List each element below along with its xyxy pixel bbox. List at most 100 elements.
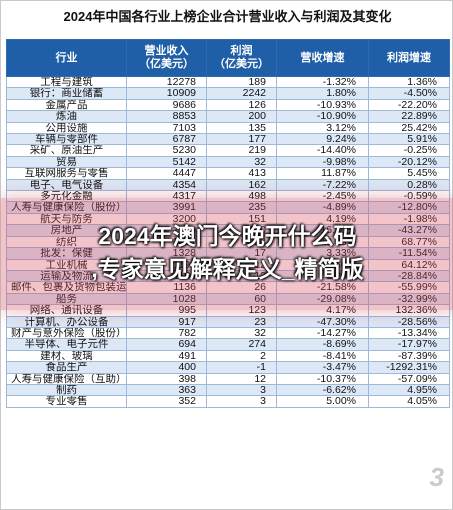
table-cell: -9.98% [276, 155, 369, 169]
promo-headline: 2024年澳门今晚开什么码 ,专家意见解释定义_精简版 [1, 220, 453, 286]
table-cell: 4447 [126, 167, 207, 180]
col-header-profit-growth: 利润增速 [368, 39, 450, 77]
table-cell: 6787 [126, 133, 207, 146]
table-cell: 3.12% [276, 121, 369, 135]
col-header-revenue-growth: 营收增速 [276, 39, 369, 77]
promo-overlay-band [1, 198, 453, 310]
table-row: 计算机、办公设备 917 23 -47.30% -28.56% [6, 315, 450, 328]
table-cell: -55.99% [368, 281, 450, 294]
table-cell: 金属产品 [6, 98, 127, 112]
table-row: 专业零售 352 3 5.00% 4.05% [6, 395, 450, 408]
table-cell: 运输及物流 [6, 269, 127, 283]
table-cell: -3.47% [276, 361, 369, 374]
table-row: 制药 363 3 -6.62% 4.95% [6, 383, 450, 397]
table-row: 食品生产 400 -1 -3.47% -1292.31% [6, 361, 450, 374]
table-cell: -32.99% [368, 292, 450, 306]
table-cell: 400 [126, 361, 207, 374]
headline-line-2: ,专家意见解释定义_精简版 [91, 256, 364, 282]
table-cell: 917 [126, 315, 207, 328]
table-cell: -10.93% [276, 98, 369, 112]
table-cell: -4.50% [368, 87, 450, 100]
table-row: 船务 1028 60 -29.08% -32.99% [6, 292, 450, 306]
table-cell: 银行：商业储蓄 [6, 87, 127, 100]
table-row: 工业机械 1193 12 -2.50% 64.12% [6, 258, 450, 271]
table-cell: 工程与建筑 [6, 75, 127, 89]
table-cell: -28.56% [368, 315, 450, 328]
table-row: 工程与建筑 12278 189 -1.32% 1.36% [6, 75, 450, 89]
table-cell: -13.34% [368, 326, 450, 340]
table-cell: -8.41% [276, 349, 369, 363]
table-row: 炼油 8853 200 -10.90% 22.89% [6, 110, 450, 123]
table-cell: 68.77% [368, 235, 450, 249]
industry-table: 行业 营业收入 （亿美元） 利润 （亿美元） 营收增速 利润增速 工程与建筑 12… [6, 39, 450, 408]
table-row: 公用设施 7103 135 3.12% 25.42% [6, 121, 450, 135]
table-cell: 22.89% [368, 110, 450, 123]
table-cell: -22.20% [368, 98, 450, 112]
table-cell: 177 [206, 133, 277, 146]
table-row: 银行：商业储蓄 10909 2242 1.80% -4.50% [6, 87, 450, 100]
table-cell: 352 [126, 395, 207, 408]
table-row: 贸易 5142 32 -9.98% -20.12% [6, 155, 450, 169]
table-cell: 纺织 [6, 235, 127, 249]
table-cell: -2.50% [276, 258, 369, 271]
table-cell: -57.09% [368, 372, 450, 385]
table-cell: 5230 [126, 144, 207, 157]
table-row: 运输及物流 1190 12 1.20% -28.84% [6, 269, 450, 283]
table-cell: -29.08% [276, 292, 369, 306]
table-body: 工程与建筑 12278 189 -1.32% 1.36% 银行：商业储蓄 10909 2242… [6, 75, 450, 408]
table-cell: 274 [206, 338, 277, 351]
table-cell: 贸易 [6, 155, 127, 169]
table-cell: 制药 [6, 383, 127, 397]
table-cell: 人寿与健康保险（股份） [6, 201, 127, 214]
table-cell: 3 [206, 395, 277, 408]
table-cell: 135 [206, 121, 277, 135]
table-cell: 126 [206, 98, 277, 112]
col-header-revenue: 营业收入 （亿美元） [126, 39, 207, 77]
table-row: 网络、通讯设备 995 123 4.17% 132.36% [6, 304, 450, 317]
table-cell: 船务 [6, 292, 127, 306]
table-cell: -87.39% [368, 349, 450, 363]
table-cell: 2242 [206, 87, 277, 100]
table-cell: 162 [206, 178, 277, 192]
table-cell: -28.84% [368, 269, 450, 283]
table-cell: 炼油 [6, 110, 127, 123]
table-cell: 5.00% [276, 395, 369, 408]
table-cell: 189 [206, 75, 277, 89]
table-cell: 11.87% [276, 167, 369, 180]
table-cell: 计算机、办公设备 [6, 315, 127, 328]
table-cell: 1.80% [276, 87, 369, 100]
table-cell: 0.28% [368, 178, 450, 192]
table-cell: -43.27% [368, 224, 450, 237]
table-cell: 219 [206, 144, 277, 157]
table-cell: 23 [206, 315, 277, 328]
table-row: 互联网服务与零售 4447 413 11.87% 5.45% [6, 167, 450, 180]
table-row: 人寿与健康保险（股份） 3991 235 -4.89% -12.80% [6, 201, 450, 214]
table-cell: 电子、电气设备 [6, 178, 127, 192]
table-cell: -1.98% [368, 212, 450, 226]
table-cell: -14.40% [276, 144, 369, 157]
table-row: 纺织 1881 22 13.43% 68.77% [6, 235, 450, 249]
table-cell: 9.24% [276, 133, 369, 146]
table-cell: 64.12% [368, 258, 450, 271]
table-cell: 工业机械 [6, 258, 127, 271]
table-header-row: 行业 营业收入 （亿美元） 利润 （亿美元） 营收增速 利润增速 [6, 39, 450, 77]
table-cell: 4.95% [368, 383, 450, 397]
table-row: 房地产 2940 150 -16.30% -43.27% [6, 224, 450, 237]
table-cell: 3 [206, 383, 277, 397]
table-cell: -0.59% [368, 190, 450, 203]
table-cell: 专业零售 [6, 395, 127, 408]
table-cell: -11.54% [368, 247, 450, 260]
watermark-logo: 3 [429, 462, 444, 492]
header-label: 营业收入 （亿美元） [139, 45, 194, 70]
table-cell: 公用设施 [6, 121, 127, 135]
table-cell: 5.91% [368, 133, 450, 146]
table-row: 多元化金融 4317 498 -2.45% -0.59% [6, 190, 450, 203]
table-cell: -1 [206, 361, 277, 374]
table-cell: -10.37% [276, 372, 369, 385]
table-cell: 5142 [126, 155, 207, 169]
header-label: 利润增速 [387, 51, 431, 64]
table-row: 建材、玻璃 491 2 -8.41% -87.39% [6, 349, 450, 363]
table-cell: 车辆与零部件 [6, 133, 127, 146]
table-cell: 363 [126, 383, 207, 397]
table-cell: -1.32% [276, 75, 369, 89]
